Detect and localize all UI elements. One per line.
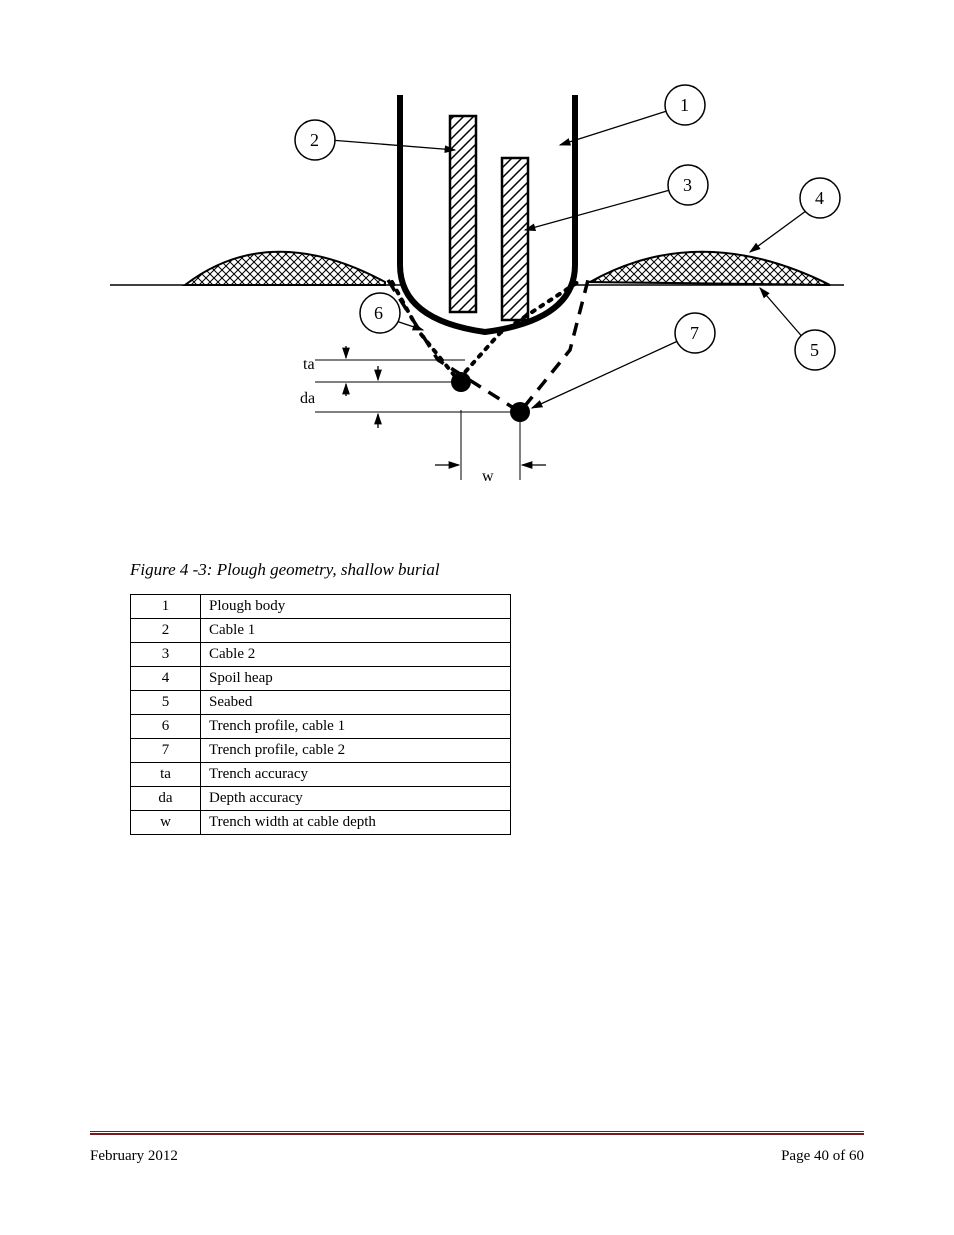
legend-desc: Depth accuracy: [201, 787, 511, 811]
legend-key: da: [131, 787, 201, 811]
callout-3: 3: [683, 175, 692, 196]
legend-desc: Trench profile, cable 1: [201, 715, 511, 739]
table-row: 7Trench profile, cable 2: [131, 739, 511, 763]
figure-plough-geometry: 2 1 3 4 5 6 7 ta da w: [90, 50, 864, 530]
page-footer: February 2012 Page 40 of 60: [90, 1148, 864, 1165]
legend-desc: Trench width at cable depth: [201, 811, 511, 835]
table-row: 5Seabed: [131, 691, 511, 715]
legend-table: 1Plough body2Cable 13Cable 24Spoil heap5…: [130, 594, 511, 835]
legend-key: ta: [131, 763, 201, 787]
table-row: daDepth accuracy: [131, 787, 511, 811]
legend-key: 1: [131, 595, 201, 619]
cable-2: [502, 158, 528, 320]
footer-right: Page 40 of 60: [781, 1148, 864, 1165]
legend-desc: Spoil heap: [201, 667, 511, 691]
callout-4: 4: [815, 188, 824, 209]
legend-key: 5: [131, 691, 201, 715]
legend-key: 3: [131, 643, 201, 667]
cable-1: [450, 116, 476, 312]
legend-key: 7: [131, 739, 201, 763]
legend-desc: Seabed: [201, 691, 511, 715]
legend-desc: Cable 2: [201, 643, 511, 667]
plough-body: [400, 95, 575, 332]
callout-7: 7: [690, 323, 699, 344]
legend-desc: Plough body: [201, 595, 511, 619]
legend-key: 4: [131, 667, 201, 691]
footer-left: February 2012: [90, 1148, 178, 1165]
footer-rule: [90, 1131, 864, 1135]
table-row: 4Spoil heap: [131, 667, 511, 691]
legend-desc: Trench profile, cable 2: [201, 739, 511, 763]
legend-desc: Trench accuracy: [201, 763, 511, 787]
dim-ta: ta: [303, 356, 315, 374]
dim-da: da: [300, 390, 315, 408]
legend-key: 6: [131, 715, 201, 739]
table-row: 3Cable 2: [131, 643, 511, 667]
dim-w: w: [482, 468, 494, 486]
callout-6: 6: [374, 303, 383, 324]
callout-5: 5: [810, 340, 819, 361]
legend-key: w: [131, 811, 201, 835]
table-row: 6Trench profile, cable 1: [131, 715, 511, 739]
table-row: taTrench accuracy: [131, 763, 511, 787]
table-row: 1Plough body: [131, 595, 511, 619]
callout-2: 2: [310, 130, 319, 151]
legend-desc: Cable 1: [201, 619, 511, 643]
spoil-heap-right: [590, 252, 830, 285]
table-row: wTrench width at cable depth: [131, 811, 511, 835]
legend-key: 2: [131, 619, 201, 643]
callout-1: 1: [680, 95, 689, 116]
figure-caption: Figure 4 -3: Plough geometry, shallow bu…: [90, 560, 864, 580]
table-row: 2Cable 1: [131, 619, 511, 643]
spoil-heap-left: [185, 252, 385, 285]
